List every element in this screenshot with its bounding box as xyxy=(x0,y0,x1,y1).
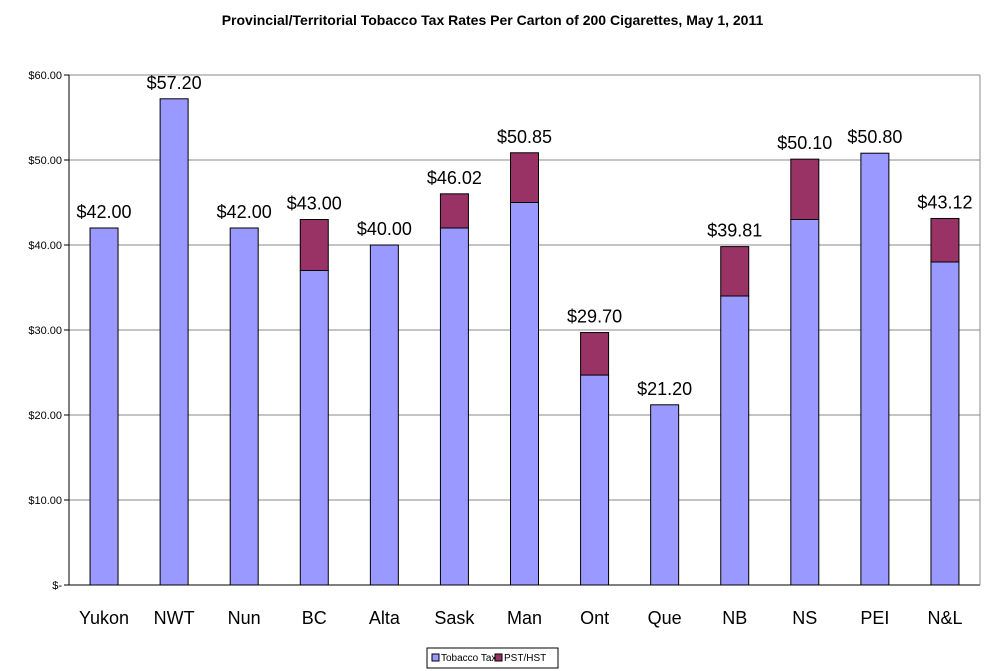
legend-swatch xyxy=(494,653,503,662)
bar-tobacco-tax xyxy=(439,227,469,586)
bar-tobacco-tax xyxy=(229,227,259,586)
bar-tobacco-tax xyxy=(580,374,610,586)
category-label: Man xyxy=(507,608,542,628)
category-label: NWT xyxy=(154,608,195,628)
data-label: $39.81 xyxy=(707,221,762,241)
bars xyxy=(89,98,960,586)
bar-tobacco-tax xyxy=(860,152,890,586)
legend: Tobacco Tax PST/HST xyxy=(426,647,559,669)
bar-pst-hst xyxy=(299,219,329,271)
bar-tobacco-tax xyxy=(930,261,960,586)
y-tick-label: $10.00 xyxy=(28,495,62,507)
category-label: Ont xyxy=(580,608,609,628)
category-label: PEI xyxy=(860,608,889,628)
y-axis-tick-labels: $- $10.00 $20.00 $30.00 $40.00 $50.00 $60.00 xyxy=(28,70,62,592)
data-label: $42.00 xyxy=(77,202,132,222)
bar-tobacco-tax xyxy=(510,202,539,586)
y-tick-label: $30.00 xyxy=(28,325,62,337)
data-labels: $42.00 $57.20 $42.00 $43.00 $40.00 $46.02 $50.… xyxy=(77,73,973,399)
data-label: $43.12 xyxy=(917,192,972,212)
bar-pst-hst xyxy=(580,332,610,376)
category-label: BC xyxy=(302,608,327,628)
category-label: Alta xyxy=(369,608,401,628)
category-label: Sask xyxy=(434,608,475,628)
data-label: $40.00 xyxy=(357,219,412,239)
category-label: Que xyxy=(648,608,682,628)
data-label: $42.00 xyxy=(217,202,272,222)
data-label: $50.10 xyxy=(777,133,832,153)
data-label: $50.80 xyxy=(847,127,902,147)
legend-swatch xyxy=(431,653,440,662)
data-label: $50.85 xyxy=(497,127,552,147)
category-label: Nun xyxy=(228,608,261,628)
data-label: $21.20 xyxy=(637,379,692,399)
category-label: Yukon xyxy=(79,608,129,628)
bar-pst-hst xyxy=(930,217,960,263)
y-tick-label: $40.00 xyxy=(28,240,62,252)
y-tick-label: $60.00 xyxy=(28,70,62,82)
chart-title: Provincial/Territorial Tobacco Tax Rates… xyxy=(221,12,764,28)
data-label: $43.00 xyxy=(287,194,342,214)
axes xyxy=(68,75,981,586)
y-tick-label: $- xyxy=(52,580,62,592)
legend-label: PST/HST xyxy=(504,653,546,664)
bar-tobacco-tax xyxy=(369,244,399,586)
y-tick-label: $20.00 xyxy=(28,410,62,422)
bar-tobacco-tax xyxy=(720,295,750,586)
category-label: NB xyxy=(722,608,747,628)
bar-tobacco-tax xyxy=(89,227,119,586)
bar-pst-hst xyxy=(790,158,820,220)
y-tick-label: $50.00 xyxy=(28,155,62,167)
data-label: $46.02 xyxy=(427,168,482,188)
category-labels: Yukon NWT Nun BC Alta Sask Man Ont Que NB NS PEI N&L xyxy=(79,608,962,628)
bar-tobacco-tax xyxy=(650,404,680,586)
bar-tobacco-tax xyxy=(159,98,189,586)
category-label: N&L xyxy=(927,608,962,628)
bar-pst-hst xyxy=(720,246,750,297)
bar-tobacco-tax xyxy=(299,270,329,586)
bar-tobacco-tax xyxy=(790,219,820,586)
data-label: $29.70 xyxy=(567,307,622,327)
category-label: NS xyxy=(792,608,817,628)
data-label: $57.20 xyxy=(147,73,202,93)
bar-pst-hst xyxy=(510,152,539,203)
legend-label: Tobacco Tax xyxy=(441,653,496,664)
legend-box xyxy=(426,647,559,669)
bar-pst-hst xyxy=(439,193,469,229)
